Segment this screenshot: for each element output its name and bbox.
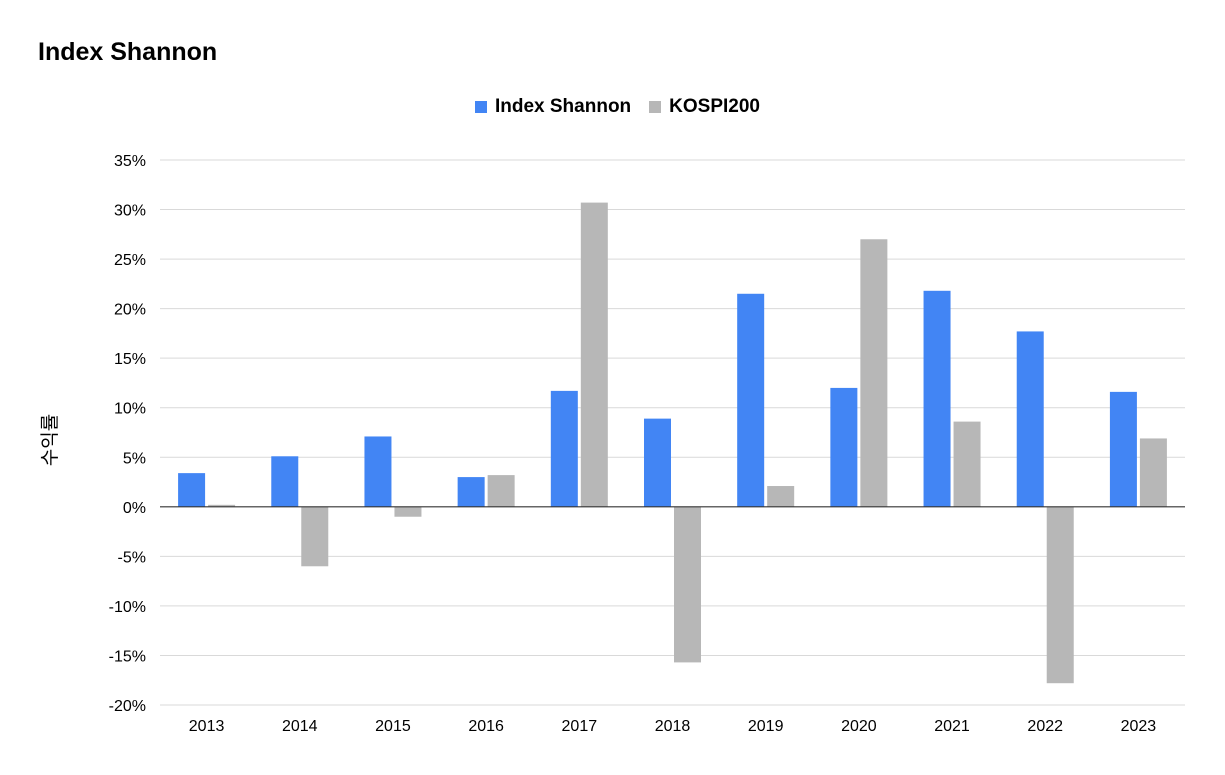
bar-index-shannon-2022[interactable]	[1016, 331, 1044, 507]
x-tick-label: 2015	[375, 718, 411, 735]
legend-item-index-shannon[interactable]: Index Shannon	[474, 96, 632, 118]
bar-kospi200-2017[interactable]	[580, 202, 608, 507]
x-tick-label: 2019	[748, 718, 784, 735]
bar-kospi200-2022[interactable]	[1046, 506, 1074, 684]
bar-index-shannon-2013[interactable]	[178, 473, 206, 507]
y-tick-label: -5%	[118, 549, 146, 566]
y-tick-label: 25%	[114, 252, 146, 269]
legend-label-index-shannon: Index Shannon	[494, 96, 632, 117]
x-tick-label: 2013	[189, 718, 225, 735]
legend-swatch-kospi200	[649, 101, 662, 113]
y-tick-label: 15%	[114, 351, 146, 368]
y-tick-label: -20%	[109, 698, 146, 715]
x-tick-label: 2017	[562, 718, 598, 735]
bar-index-shannon-2023[interactable]	[1109, 391, 1137, 507]
chart-title: Index Shannon	[38, 38, 218, 66]
y-tick-label: 35%	[114, 153, 146, 170]
bar-index-shannon-2021[interactable]	[923, 290, 951, 507]
x-tick-label: 2018	[655, 718, 691, 735]
bar-index-shannon-2016[interactable]	[457, 477, 485, 507]
y-tick-label: 30%	[114, 203, 146, 220]
bar-index-shannon-2014[interactable]	[271, 456, 299, 507]
y-tick-label: -10%	[109, 599, 146, 616]
x-tick-label: 2023	[1121, 718, 1157, 735]
y-tick-label: 20%	[114, 302, 146, 319]
y-tick-label: -15%	[109, 648, 146, 665]
bar-kospi200-2020[interactable]	[860, 239, 888, 507]
y-tick-label: 0%	[123, 500, 146, 517]
x-tick-label: 2016	[468, 718, 504, 735]
bar-kospi200-2015[interactable]	[394, 506, 422, 517]
y-tick-label: 10%	[114, 401, 146, 418]
y-tick-label: 5%	[123, 450, 146, 467]
legend-item-kospi200[interactable]: KOSPI200	[649, 96, 760, 118]
bar-index-shannon-2015[interactable]	[364, 436, 392, 507]
bar-index-shannon-2018[interactable]	[644, 418, 671, 507]
grid-layer	[160, 159, 1185, 706]
y-axis-title: 수익률	[39, 414, 61, 466]
bar-index-shannon-2017[interactable]	[550, 390, 578, 507]
bar-kospi200-2023[interactable]	[1139, 438, 1167, 507]
legend-swatch-index-shannon	[474, 101, 487, 113]
legend-label-kospi200: KOSPI200	[669, 96, 760, 117]
bar-kospi200-2021[interactable]	[953, 421, 981, 507]
x-tick-label: 2022	[1027, 718, 1063, 735]
bar-index-shannon-2019[interactable]	[737, 293, 765, 507]
bar-kospi200-2018[interactable]	[674, 506, 701, 663]
x-tick-label: 2021	[934, 718, 970, 735]
label-layer: 35% 30% 25% 20% 15% 10% 5% 0% -5% -10% -15% -20% 201…	[109, 153, 1157, 735]
bar-index-shannon-2020[interactable]	[830, 387, 858, 507]
bar-kospi200-2013[interactable]	[208, 504, 236, 507]
x-tick-label: 2014	[282, 718, 318, 735]
bar-kospi200-2014[interactable]	[301, 506, 329, 567]
legend: Index Shannon KOSPI200	[0, 96, 1225, 118]
bar-kospi200-2016[interactable]	[487, 475, 515, 507]
x-tick-label: 2020	[841, 718, 877, 735]
bar-layer	[178, 202, 1167, 684]
bar-kospi200-2019[interactable]	[767, 486, 795, 507]
